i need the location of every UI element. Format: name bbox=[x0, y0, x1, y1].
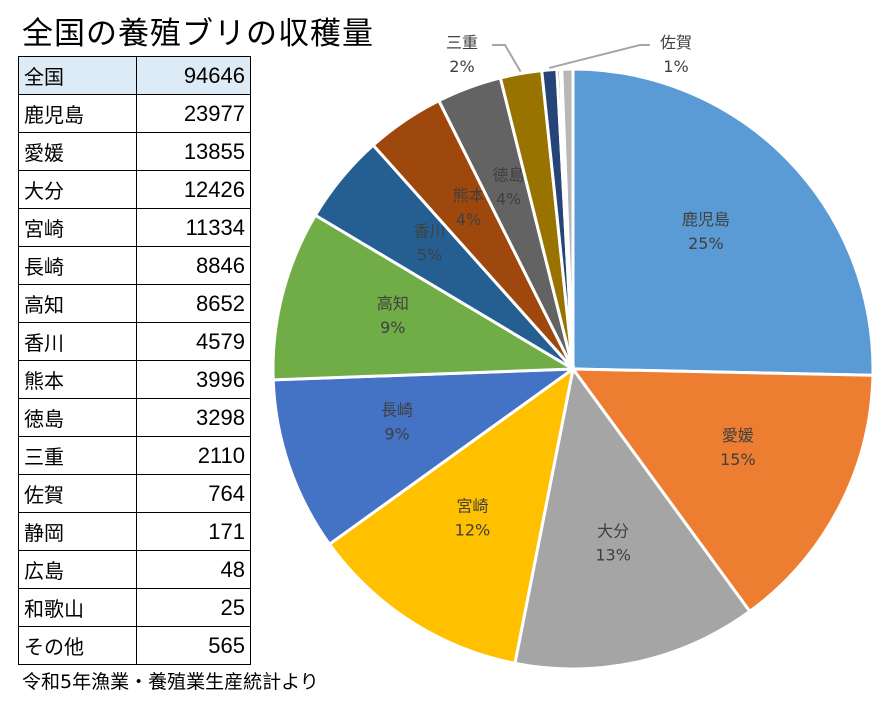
table-row: 徳島 3298 bbox=[18, 398, 251, 437]
region-name: 全国 bbox=[18, 56, 137, 95]
slice-percent-label: 15% bbox=[720, 450, 756, 469]
region-name: 徳島 bbox=[18, 398, 137, 437]
harvest-value: 23977 bbox=[136, 94, 251, 133]
pie-slice-0 bbox=[571, 67, 875, 377]
table-row: 大分 12426 bbox=[18, 170, 251, 209]
slice-percent-label: 9% bbox=[380, 318, 405, 337]
harvest-value: 171 bbox=[136, 512, 251, 551]
table-row: 長崎 8846 bbox=[18, 246, 251, 285]
harvest-value: 25 bbox=[136, 588, 251, 627]
slice-name-label: 愛媛 bbox=[722, 426, 754, 445]
table-row: 高知 8652 bbox=[18, 284, 251, 323]
pie-slice-2 bbox=[513, 365, 752, 671]
pie-slice-4 bbox=[271, 367, 578, 547]
harvest-value: 13855 bbox=[136, 132, 251, 171]
leader-line-10 bbox=[548, 44, 650, 69]
harvest-value: 4579 bbox=[136, 322, 251, 361]
region-name: 広島 bbox=[18, 550, 137, 589]
region-name: 三重 bbox=[18, 436, 137, 475]
slice-percent-label: 5% bbox=[417, 246, 442, 265]
slice-name-label: 佐賀 bbox=[660, 33, 692, 52]
table-row: 佐賀 764 bbox=[18, 474, 251, 513]
harvest-value: 48 bbox=[136, 550, 251, 589]
slice-percent-label: 1% bbox=[663, 57, 688, 76]
table-row: その他 565 bbox=[18, 626, 251, 665]
slice-percent-label: 12% bbox=[455, 520, 491, 539]
slice-percent-label: 4% bbox=[456, 210, 481, 229]
table-row: 宮崎 11334 bbox=[18, 208, 251, 247]
slice-percent-label: 13% bbox=[595, 546, 631, 565]
table-row: 三重 2110 bbox=[18, 436, 251, 475]
harvest-value: 11334 bbox=[136, 208, 251, 247]
slice-name-label: 鹿児島 bbox=[682, 210, 730, 229]
data-table: 全国 94646 鹿児島 23977 愛媛 13855 大分 12426 宮崎 11334 長崎 88… bbox=[18, 56, 251, 665]
region-name: 宮崎 bbox=[18, 208, 137, 247]
harvest-value: 2110 bbox=[136, 436, 251, 475]
slice-percent-label: 9% bbox=[384, 424, 409, 443]
leader-line-9 bbox=[492, 44, 522, 73]
pie-slice-1 bbox=[570, 367, 875, 614]
region-name: その他 bbox=[18, 626, 137, 665]
harvest-value: 8846 bbox=[136, 246, 251, 285]
harvest-value: 94646 bbox=[136, 56, 251, 95]
pie-slice-3 bbox=[327, 365, 576, 666]
table-row: 愛媛 13855 bbox=[18, 132, 251, 171]
table-row: 全国 94646 bbox=[18, 56, 251, 95]
harvest-value: 565 bbox=[136, 626, 251, 665]
harvest-value: 764 bbox=[136, 474, 251, 513]
table-row: 和歌山 25 bbox=[18, 588, 251, 627]
slice-percent-label: 25% bbox=[688, 234, 724, 253]
slice-name-label: 香川 bbox=[414, 222, 446, 241]
slice-percent-label: 2% bbox=[449, 57, 474, 76]
slice-percent-label: 4% bbox=[496, 190, 521, 209]
slice-name-label: 長崎 bbox=[381, 400, 413, 419]
slice-name-label: 大分 bbox=[597, 522, 629, 541]
harvest-value: 8652 bbox=[136, 284, 251, 323]
slice-name-label: 高知 bbox=[377, 294, 409, 313]
slice-name-label: 宮崎 bbox=[456, 496, 488, 515]
pie-slice-5 bbox=[271, 213, 579, 382]
table-row: 広島 48 bbox=[18, 550, 251, 589]
slice-name-label: 徳島 bbox=[493, 166, 525, 185]
chart-title: 全国の養殖ブリの収穫量 bbox=[22, 16, 374, 52]
table-row: 香川 4579 bbox=[18, 322, 251, 361]
harvest-value: 3298 bbox=[136, 398, 251, 437]
harvest-value: 3996 bbox=[136, 360, 251, 399]
slice-name-label: 熊本 bbox=[453, 186, 485, 205]
source-note: 令和5年漁業・養殖業生産統計より bbox=[22, 671, 319, 693]
region-name: 熊本 bbox=[18, 360, 137, 399]
region-name: 大分 bbox=[18, 170, 137, 209]
table-row: 熊本 3996 bbox=[18, 360, 251, 399]
slice-name-label: 三重 bbox=[446, 33, 478, 52]
region-name: 長崎 bbox=[18, 246, 137, 285]
pie-slice-14 bbox=[560, 67, 575, 370]
